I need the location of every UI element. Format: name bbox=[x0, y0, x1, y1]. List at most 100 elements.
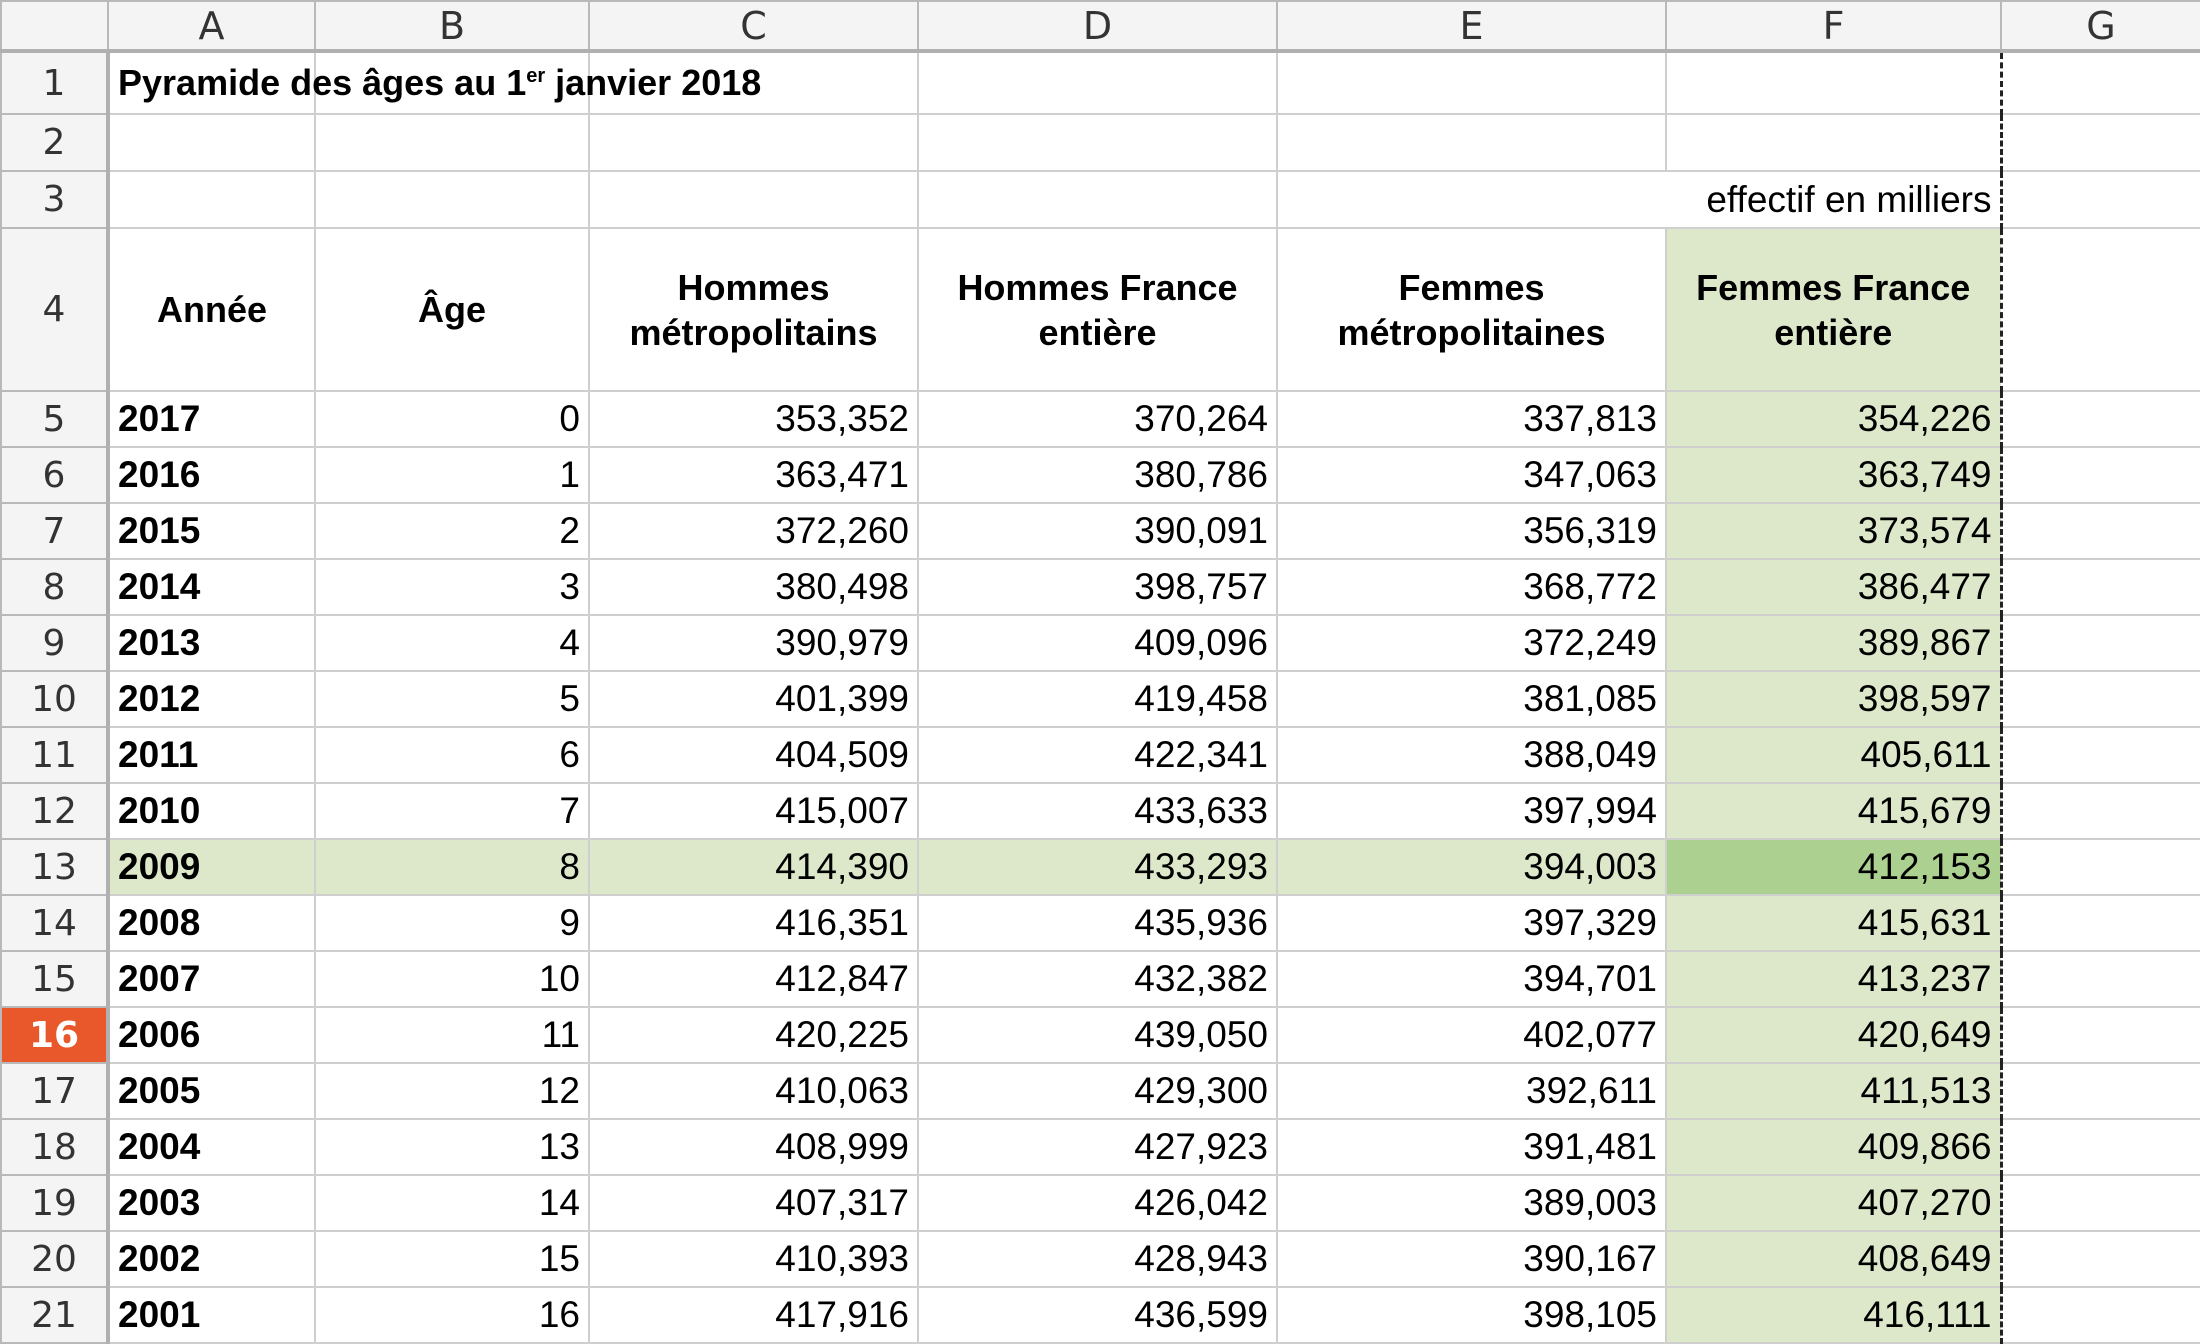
cell-femmes-metro[interactable]: 381,085 bbox=[1276, 670, 1667, 728]
cell-g[interactable] bbox=[2000, 446, 2200, 504]
cell-hommes-metro[interactable]: 390,979 bbox=[588, 614, 919, 672]
cell-annee[interactable]: 2015 bbox=[107, 502, 316, 560]
cell-hommes-metro[interactable]: 410,393 bbox=[588, 1230, 919, 1288]
cell-age[interactable]: 11 bbox=[314, 1006, 590, 1064]
cell-femmes-france[interactable]: 408,649 bbox=[1665, 1230, 2003, 1288]
cell-age[interactable]: 5 bbox=[314, 670, 590, 728]
cell-hommes-metro[interactable]: 412,847 bbox=[588, 950, 919, 1008]
column-header-b[interactable]: B bbox=[314, 0, 590, 53]
cell-e3[interactable] bbox=[1276, 170, 1666, 229]
cell-hommes-france[interactable]: 435,936 bbox=[917, 894, 1278, 952]
cell-g[interactable] bbox=[2000, 726, 2200, 784]
header-annee[interactable]: Année bbox=[107, 227, 316, 392]
cell-hommes-metro[interactable]: 401,399 bbox=[588, 670, 919, 728]
cell-g[interactable] bbox=[2000, 838, 2200, 896]
cell-annee[interactable]: 2003 bbox=[107, 1174, 316, 1232]
header-femmes-france[interactable]: Femmes France entière bbox=[1665, 227, 2003, 392]
cell-femmes-france[interactable]: 415,679 bbox=[1665, 782, 2003, 840]
cell-age[interactable]: 14 bbox=[314, 1174, 590, 1232]
column-header-a[interactable]: A bbox=[107, 0, 316, 53]
row-header[interactable]: 5 bbox=[0, 390, 110, 448]
cell-age[interactable]: 16 bbox=[314, 1286, 590, 1344]
cell-age[interactable]: 2 bbox=[314, 502, 590, 560]
cell-hommes-france[interactable]: 409,096 bbox=[917, 614, 1278, 672]
cell-femmes-metro[interactable]: 397,329 bbox=[1276, 894, 1667, 952]
cell-femmes-metro[interactable]: 337,813 bbox=[1276, 390, 1667, 448]
row-header-4[interactable]: 4 bbox=[0, 227, 110, 392]
cell-annee[interactable]: 2013 bbox=[107, 614, 316, 672]
header-hommes-metro[interactable]: Hommes métropolitains bbox=[588, 227, 919, 392]
cell-c1[interactable] bbox=[589, 50, 919, 115]
cell-g[interactable] bbox=[2000, 1174, 2200, 1232]
cell-annee[interactable]: 2010 bbox=[107, 782, 316, 840]
cell-hommes-metro[interactable]: 353,352 bbox=[588, 390, 919, 448]
cell-g[interactable] bbox=[2000, 782, 2200, 840]
cell-d2[interactable] bbox=[917, 113, 1278, 172]
cell-hommes-france[interactable]: 439,050 bbox=[917, 1006, 1278, 1064]
cell-g[interactable] bbox=[2000, 1230, 2200, 1288]
cell-femmes-metro[interactable]: 398,105 bbox=[1276, 1286, 1667, 1344]
cell-age[interactable]: 0 bbox=[314, 390, 590, 448]
cell-g4[interactable] bbox=[2000, 227, 2200, 392]
cell-g[interactable] bbox=[2000, 670, 2200, 728]
cell-femmes-france[interactable]: 405,611 bbox=[1665, 726, 2003, 784]
column-header-g[interactable]: G bbox=[2000, 0, 2200, 53]
cell-d3[interactable] bbox=[917, 170, 1278, 229]
cell-hommes-france[interactable]: 433,633 bbox=[917, 782, 1278, 840]
select-all-corner[interactable] bbox=[0, 0, 109, 53]
cell-femmes-france[interactable]: 354,226 bbox=[1665, 390, 2003, 448]
cell-femmes-metro[interactable]: 368,772 bbox=[1276, 558, 1667, 616]
cell-g3[interactable] bbox=[2000, 170, 2200, 229]
cell-hommes-france[interactable]: 370,264 bbox=[917, 390, 1278, 448]
cell-femmes-france[interactable]: 407,270 bbox=[1665, 1174, 2003, 1232]
cell-femmes-france[interactable]: 415,631 bbox=[1665, 894, 2003, 952]
row-header[interactable]: 13 bbox=[0, 838, 110, 896]
row-header[interactable]: 15 bbox=[0, 950, 110, 1008]
cell-annee[interactable]: 2006 bbox=[107, 1006, 316, 1064]
cell-b2[interactable] bbox=[314, 113, 590, 172]
cell-femmes-metro[interactable]: 356,319 bbox=[1276, 502, 1667, 560]
cell-hommes-metro[interactable]: 415,007 bbox=[588, 782, 919, 840]
cell-g[interactable] bbox=[2000, 894, 2200, 952]
cell-c2[interactable] bbox=[588, 113, 919, 172]
cell-femmes-france[interactable]: 363,749 bbox=[1665, 446, 2003, 504]
column-header-f[interactable]: F bbox=[1665, 0, 2002, 53]
row-header-3[interactable]: 3 bbox=[0, 170, 110, 229]
column-header-d[interactable]: D bbox=[917, 0, 1278, 53]
cell-femmes-metro[interactable]: 347,063 bbox=[1276, 446, 1667, 504]
cell-femmes-metro[interactable]: 397,994 bbox=[1276, 782, 1667, 840]
cell-annee[interactable]: 2001 bbox=[107, 1286, 316, 1344]
cell-g[interactable] bbox=[2000, 1286, 2200, 1344]
cell-femmes-france[interactable]: 389,867 bbox=[1665, 614, 2003, 672]
row-header[interactable]: 12 bbox=[0, 782, 110, 840]
cell-femmes-metro[interactable]: 394,701 bbox=[1276, 950, 1667, 1008]
cell-femmes-metro[interactable]: 372,249 bbox=[1276, 614, 1667, 672]
cell-femmes-france[interactable]: 416,111 bbox=[1665, 1286, 2003, 1344]
cell-femmes-france[interactable]: 413,237 bbox=[1665, 950, 2003, 1008]
row-header-1[interactable]: 1 bbox=[0, 50, 110, 115]
cell-annee[interactable]: 2007 bbox=[107, 950, 316, 1008]
cell-a1-title[interactable]: Pyramide des âges au 1er janvier 2018 bbox=[107, 50, 761, 115]
cell-hommes-france[interactable]: 422,341 bbox=[917, 726, 1278, 784]
cell-g2[interactable] bbox=[2000, 113, 2200, 172]
cell-hommes-france[interactable]: 426,042 bbox=[917, 1174, 1278, 1232]
cell-hommes-metro[interactable]: 417,916 bbox=[588, 1286, 919, 1344]
cell-d1[interactable] bbox=[917, 50, 1278, 115]
cell-g[interactable] bbox=[2000, 1118, 2200, 1176]
header-hommes-france[interactable]: Hommes France entière bbox=[917, 227, 1278, 392]
cell-g[interactable] bbox=[2000, 390, 2200, 448]
cell-hommes-france[interactable]: 433,293 bbox=[917, 838, 1278, 896]
cell-b3[interactable] bbox=[314, 170, 590, 229]
cell-age[interactable]: 3 bbox=[314, 558, 590, 616]
column-header-c[interactable]: C bbox=[588, 0, 919, 53]
cell-c3[interactable] bbox=[588, 170, 919, 229]
cell-annee[interactable]: 2009 bbox=[107, 838, 316, 896]
row-header[interactable]: 21 bbox=[0, 1286, 110, 1344]
cell-annee[interactable]: 2011 bbox=[107, 726, 316, 784]
cell-hommes-france[interactable]: 380,786 bbox=[917, 446, 1278, 504]
cell-a3[interactable] bbox=[107, 170, 316, 229]
cell-age[interactable]: 6 bbox=[314, 726, 590, 784]
cell-annee[interactable]: 2004 bbox=[107, 1118, 316, 1176]
cell-annee[interactable]: 2012 bbox=[107, 670, 316, 728]
row-header[interactable]: 20 bbox=[0, 1230, 110, 1288]
